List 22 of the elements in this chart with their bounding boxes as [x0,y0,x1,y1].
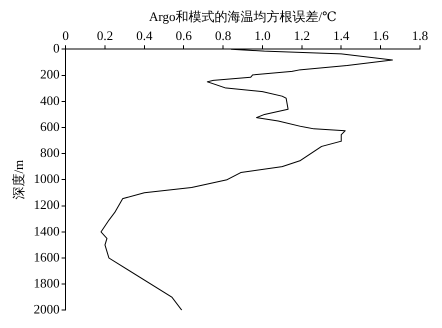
y-tick-label: 200 [40,66,60,82]
x-tick-label: 0.4 [136,28,153,43]
y-tick-label: 1600 [34,249,60,264]
x-tick-label: 1.0 [254,28,271,43]
x-tick-label: 1.8 [412,28,428,43]
y-tick-label: 1200 [34,197,60,212]
x-tick-label: 0.8 [214,28,232,43]
x-tick-label: 1.2 [294,28,310,43]
x-tick-label: 0.6 [176,28,192,43]
y-tick-label: 800 [40,145,60,160]
y-axis-title: 深度/m [11,160,26,200]
x-tick-label: 1.4 [333,28,350,43]
y-tick-label: 2000 [34,302,60,317]
y-tick-label: 1000 [34,171,60,186]
x-tick-label: 0.2 [96,28,114,43]
y-tick-label: 1800 [34,276,60,291]
y-tick-label: 1400 [34,223,60,238]
y-tick-label: 600 [40,118,60,134]
x-axis-title: Argo和模式的海温均方根误差/℃ [148,9,337,24]
y-tick-label: 0 [53,40,60,56]
y-tick-label: 400 [40,92,60,108]
x-tick-label: 1.6 [372,28,390,43]
